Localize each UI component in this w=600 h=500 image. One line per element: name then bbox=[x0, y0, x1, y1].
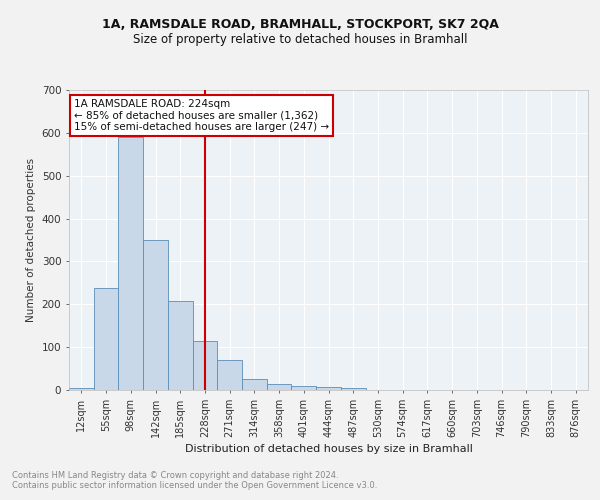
Y-axis label: Number of detached properties: Number of detached properties bbox=[26, 158, 36, 322]
Text: Contains HM Land Registry data © Crown copyright and database right 2024.
Contai: Contains HM Land Registry data © Crown c… bbox=[12, 470, 377, 490]
Bar bbox=[94, 288, 118, 390]
Bar bbox=[292, 386, 316, 390]
Bar bbox=[341, 388, 365, 390]
Bar bbox=[143, 240, 168, 390]
Bar bbox=[267, 384, 292, 390]
Bar bbox=[316, 387, 341, 390]
Text: 1A RAMSDALE ROAD: 224sqm
← 85% of detached houses are smaller (1,362)
15% of sem: 1A RAMSDALE ROAD: 224sqm ← 85% of detach… bbox=[74, 99, 329, 132]
Bar bbox=[193, 340, 217, 390]
Text: 1A, RAMSDALE ROAD, BRAMHALL, STOCKPORT, SK7 2QA: 1A, RAMSDALE ROAD, BRAMHALL, STOCKPORT, … bbox=[101, 18, 499, 30]
Bar bbox=[242, 380, 267, 390]
X-axis label: Distribution of detached houses by size in Bramhall: Distribution of detached houses by size … bbox=[185, 444, 472, 454]
Bar bbox=[168, 302, 193, 390]
Bar bbox=[217, 360, 242, 390]
Text: Size of property relative to detached houses in Bramhall: Size of property relative to detached ho… bbox=[133, 32, 467, 46]
Bar bbox=[118, 137, 143, 390]
Bar bbox=[69, 388, 94, 390]
